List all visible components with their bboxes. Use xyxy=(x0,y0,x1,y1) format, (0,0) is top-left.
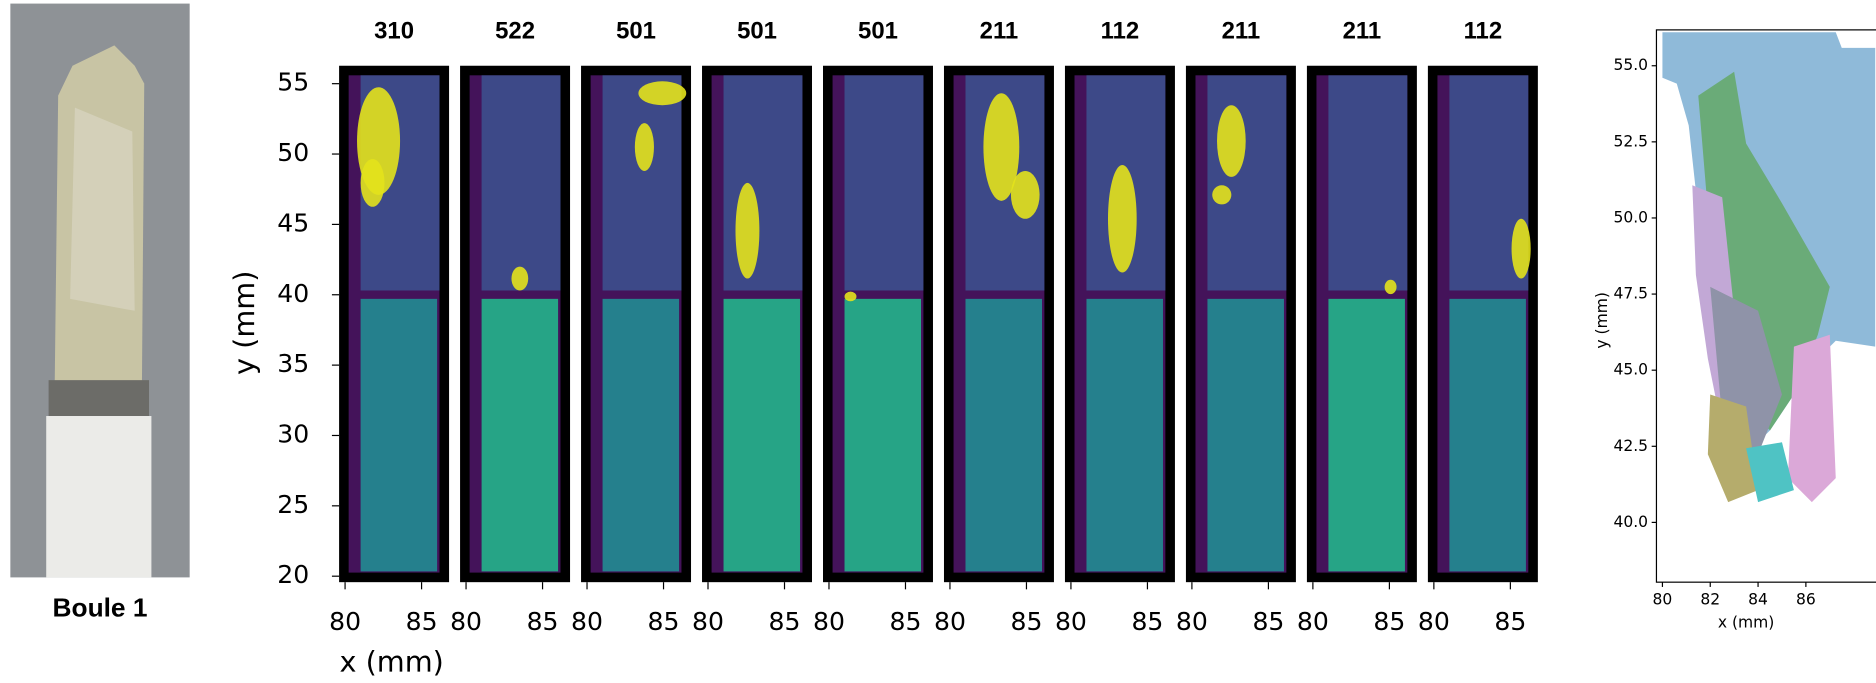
panel-lower xyxy=(1086,298,1163,572)
panel-lower xyxy=(602,298,680,572)
panel-blob xyxy=(1384,279,1397,295)
panel-title: 211 xyxy=(1343,18,1382,45)
panel-upper xyxy=(723,75,803,291)
map-x-axis-label: x (mm) xyxy=(1718,613,1775,631)
panel-lower xyxy=(965,298,1043,572)
y-tick-label: 50 xyxy=(277,138,309,167)
map-x-tick-label: 84 xyxy=(1748,591,1768,609)
y-axis-label: y (mm) xyxy=(227,271,261,375)
x-tick-label: 80 xyxy=(450,607,482,636)
panel-title: 310 xyxy=(374,18,414,45)
x-tick-label: 85 xyxy=(769,607,801,636)
panel-title: 522 xyxy=(495,18,535,45)
x-tick-label: 80 xyxy=(1297,607,1329,636)
map-x-tick-label: 82 xyxy=(1700,591,1720,609)
map-x-tick-label: 86 xyxy=(1796,591,1816,609)
panel-lower xyxy=(1449,298,1526,572)
x-tick-label: 85 xyxy=(406,607,438,636)
panel-blob xyxy=(1217,105,1246,177)
panel-title: 211 xyxy=(1222,18,1261,45)
panel-blob xyxy=(360,158,385,207)
y-tick-label: 45 xyxy=(277,208,309,237)
x-tick-label: 85 xyxy=(1373,607,1405,636)
panel-blob xyxy=(1511,218,1531,279)
panel-upper xyxy=(844,75,924,291)
x-tick-label: 85 xyxy=(1131,607,1163,636)
panel-upper xyxy=(481,75,561,291)
x-tick-label: 85 xyxy=(648,607,680,636)
panel-upper xyxy=(602,75,682,291)
x-tick-label: 80 xyxy=(1418,607,1450,636)
panel-blob xyxy=(634,123,654,171)
y-tick-label: 25 xyxy=(277,490,309,519)
x-tick-label: 85 xyxy=(1494,607,1526,636)
map-y-axis-label: y (mm) xyxy=(1593,292,1611,349)
panels: 310 80 85 522 80 85 501 80 85 501 80 85 501 80 85 211 80… xyxy=(277,18,1538,636)
x-tick-label: 85 xyxy=(527,607,559,636)
map-y-tick-label: 47.5 xyxy=(1613,285,1648,303)
panel-blob xyxy=(1212,185,1232,205)
x-tick-label: 80 xyxy=(571,607,603,636)
panel-lower xyxy=(481,298,559,572)
panel-blob xyxy=(983,93,1020,201)
panel-title: 501 xyxy=(616,18,656,45)
y-tick-label: 30 xyxy=(277,419,309,448)
x-tick-label: 80 xyxy=(1176,607,1208,636)
x-axis-label: x (mm) xyxy=(340,644,444,678)
panel-title: 501 xyxy=(858,18,898,45)
y-tick-label: 40 xyxy=(277,279,309,308)
x-tick-label: 85 xyxy=(890,607,922,636)
map-x-tick-label: 80 xyxy=(1653,591,1673,609)
panel-lower xyxy=(723,298,801,572)
panel-blob xyxy=(511,266,529,291)
panel-lower xyxy=(1328,298,1405,572)
x-tick-label: 80 xyxy=(329,607,361,636)
phase-map xyxy=(1655,29,1876,583)
panel-blob xyxy=(735,182,760,279)
x-tick-label: 80 xyxy=(813,607,845,636)
x-tick-label: 80 xyxy=(934,607,966,636)
panel-title: 211 xyxy=(980,18,1019,45)
photo-caption: Boule 1 xyxy=(53,593,148,623)
map-axes: 40.0 42.5 45.0 47.5 50.0 52.5 55.0 80 82 84 86 xyxy=(1613,56,1815,608)
map-y-tick-label: 50.0 xyxy=(1613,208,1648,226)
x-tick-label: 80 xyxy=(692,607,724,636)
panel-upper xyxy=(1207,75,1287,291)
x-tick-label: 85 xyxy=(1010,607,1042,636)
panel-lower xyxy=(1207,298,1284,572)
panel-blob xyxy=(638,81,687,106)
map-y-tick-label: 45.0 xyxy=(1613,361,1648,379)
y-tick-label: 35 xyxy=(277,349,309,378)
map-y-tick-label: 55.0 xyxy=(1613,56,1648,74)
panel-blob xyxy=(1010,170,1040,219)
map-y-tick-label: 42.5 xyxy=(1613,437,1648,455)
x-tick-label: 80 xyxy=(1055,607,1087,636)
photo xyxy=(10,3,190,578)
panel-title: 112 xyxy=(1464,18,1503,45)
map-y-tick-label: 40.0 xyxy=(1613,513,1648,531)
panel-title: 501 xyxy=(737,18,777,45)
panel-lower xyxy=(360,298,438,572)
map-y-tick-label: 52.5 xyxy=(1613,132,1648,150)
panel-title: 112 xyxy=(1101,18,1140,45)
panel-blob xyxy=(1107,164,1137,273)
y-tick-label: 20 xyxy=(277,560,309,589)
y-tick-label: 55 xyxy=(277,68,309,97)
panel-blob xyxy=(844,291,857,302)
panel-lower xyxy=(844,298,922,572)
panel-upper xyxy=(1328,75,1408,291)
x-tick-label: 85 xyxy=(1252,607,1284,636)
